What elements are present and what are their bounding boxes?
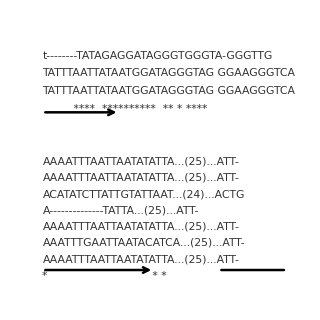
Text: *                              * *: * * *	[43, 270, 167, 281]
Text: ACATATCTTATTGTATTAAT...(24)...ACTG: ACATATCTTATTGTATTAAT...(24)...ACTG	[43, 189, 245, 199]
Text: AAAATTTAATTAATATATTA...(25)...ATT-: AAAATTTAATTAATATATTA...(25)...ATT-	[43, 222, 239, 232]
Text: AAATTTGAATTAATACATCA...(25)...ATT-: AAATTTGAATTAATACATCA...(25)...ATT-	[43, 238, 245, 248]
Text: AAAATTTAATTAATATATTA...(25)...ATT-: AAAATTTAATTAATATATTA...(25)...ATT-	[43, 173, 239, 183]
Text: t--------TATAGAGGATAGGGTGGGTA-GGGTTG: t--------TATAGAGGATAGGGTGGGTA-GGGTTG	[43, 51, 273, 61]
Text: TATTTAATTATAATGGATAGGGTAG GGAAGGGTCA: TATTTAATTATAATGGATAGGGTAG GGAAGGGTCA	[43, 86, 295, 96]
Text: TATTTAATTATAATGGATAGGGTAG GGAAGGGTCA: TATTTAATTATAATGGATAGGGTAG GGAAGGGTCA	[43, 68, 295, 78]
Text: AAAATTTAATTAATATATTA...(25)...ATT-: AAAATTTAATTAATATATTA...(25)...ATT-	[43, 157, 239, 167]
Text: ****  **********  ** * ****: **** ********** ** * ****	[43, 104, 208, 114]
Text: A--------------TATTA...(25)...ATT-: A--------------TATTA...(25)...ATT-	[43, 205, 199, 215]
Text: AAAATTTAATTAATATATTA...(25)...ATT-: AAAATTTAATTAATATATTA...(25)...ATT-	[43, 254, 239, 264]
